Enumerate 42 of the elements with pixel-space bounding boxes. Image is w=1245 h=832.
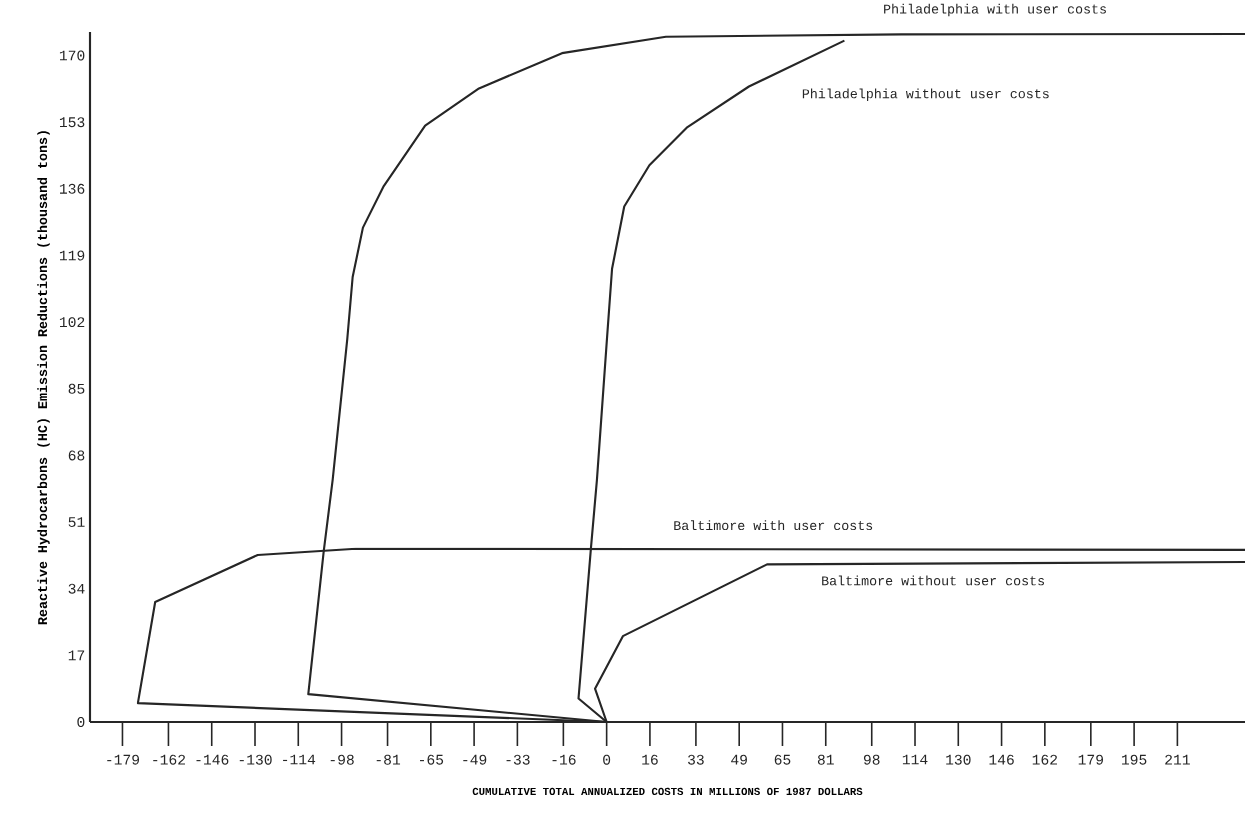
x-tick-label: -146 bbox=[196, 754, 229, 765]
x-tick-label: -130 bbox=[239, 754, 272, 765]
y-tick-label: 51 bbox=[68, 517, 85, 527]
x-tick-label: -81 bbox=[376, 754, 401, 765]
x-tick-label: -98 bbox=[330, 754, 354, 765]
x-tick-label: -179 bbox=[107, 754, 140, 765]
y-tick-label: 102 bbox=[59, 317, 85, 328]
x-tick-label: 146 bbox=[989, 754, 1014, 765]
x-tick-label: 130 bbox=[946, 754, 971, 765]
x-tick-label: 98 bbox=[863, 754, 880, 765]
x-tick-label: -16 bbox=[552, 754, 576, 765]
y-tick-label: 136 bbox=[59, 183, 85, 194]
x-tick-label: 0 bbox=[603, 754, 611, 765]
y-tick-label: 119 bbox=[59, 250, 85, 261]
x-axis-title: CUMULATIVE TOTAL ANNUALIZED COSTS IN MILLIONS OF 1987 DOLLARS bbox=[472, 787, 863, 796]
x-tick-label: 81 bbox=[817, 754, 834, 765]
y-tick-label: 68 bbox=[68, 450, 85, 461]
y-tick-label: 17 bbox=[68, 650, 85, 661]
x-tick-label: 16 bbox=[642, 754, 658, 765]
y-tick-label: 34 bbox=[68, 583, 85, 594]
series-label: Baltimore with user costs bbox=[674, 520, 873, 531]
y-tick-label: 0 bbox=[77, 717, 85, 727]
y-tick-label: 153 bbox=[59, 117, 85, 128]
x-tick-label: -65 bbox=[420, 754, 444, 765]
x-tick-label: 65 bbox=[774, 754, 791, 765]
x-tick-label: 195 bbox=[1121, 754, 1147, 765]
x-tick-label: 211 bbox=[1165, 754, 1190, 765]
series-label: Philadelphia with user costs bbox=[884, 3, 1106, 17]
x-tick-label: -162 bbox=[153, 754, 185, 765]
y-tick-label: 170 bbox=[59, 50, 85, 61]
x-tick-label: -49 bbox=[463, 754, 487, 765]
x-tick-label: 33 bbox=[688, 754, 704, 765]
x-tick-label: 162 bbox=[1032, 754, 1057, 765]
series-label: Philadelphia without user costs bbox=[802, 88, 1049, 101]
x-tick-label: 114 bbox=[902, 754, 928, 765]
x-tick-label: 179 bbox=[1078, 754, 1104, 765]
series-label: Baltimore without user costs bbox=[822, 575, 1045, 586]
x-tick-label: -114 bbox=[283, 754, 316, 765]
x-tick-label: -33 bbox=[506, 754, 530, 765]
y-axis-title: Reactive Hydrocarbons (HC) Emission Reductions (thousand tons) bbox=[37, 131, 50, 625]
x-tick-label: 49 bbox=[731, 754, 747, 765]
y-tick-label: 85 bbox=[68, 383, 85, 394]
